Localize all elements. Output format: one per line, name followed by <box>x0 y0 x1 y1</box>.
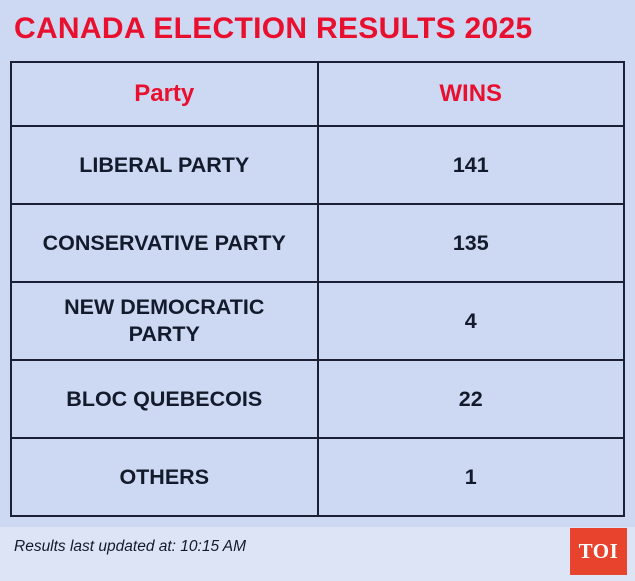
wins-cell: 141 <box>316 125 625 205</box>
table-row: LIBERAL PARTY 141 <box>10 125 625 205</box>
column-header-wins: WINS <box>316 61 625 127</box>
toi-logo: TOI <box>570 528 627 575</box>
wins-cell: 1 <box>316 437 625 517</box>
page-title: CANADA ELECTION RESULTS 2025 <box>14 12 533 45</box>
wins-cell: 22 <box>316 359 625 439</box>
column-header-party: Party <box>10 61 319 127</box>
table-row: NEW DEMOCRATIC PARTY 4 <box>10 281 625 361</box>
party-cell: NEW DEMOCRATIC PARTY <box>10 281 319 361</box>
party-cell: BLOC QUEBECOIS <box>10 359 319 439</box>
wins-cell: 135 <box>316 203 625 283</box>
party-cell: OTHERS <box>10 437 319 517</box>
results-table: Party WINS LIBERAL PARTY 141 CONSERVATIV… <box>10 61 625 517</box>
toi-logo-text: TOI <box>578 539 619 563</box>
party-cell: CONSERVATIVE PARTY <box>10 203 319 283</box>
table-row: CONSERVATIVE PARTY 135 <box>10 203 625 283</box>
table-header-row: Party WINS <box>10 61 625 127</box>
footer <box>0 527 635 581</box>
table-row: BLOC QUEBECOIS 22 <box>10 359 625 439</box>
wins-cell: 4 <box>316 281 625 361</box>
table-row: OTHERS 1 <box>10 437 625 517</box>
party-cell: LIBERAL PARTY <box>10 125 319 205</box>
last-updated-text: Results last updated at: 10:15 AM <box>14 538 247 555</box>
